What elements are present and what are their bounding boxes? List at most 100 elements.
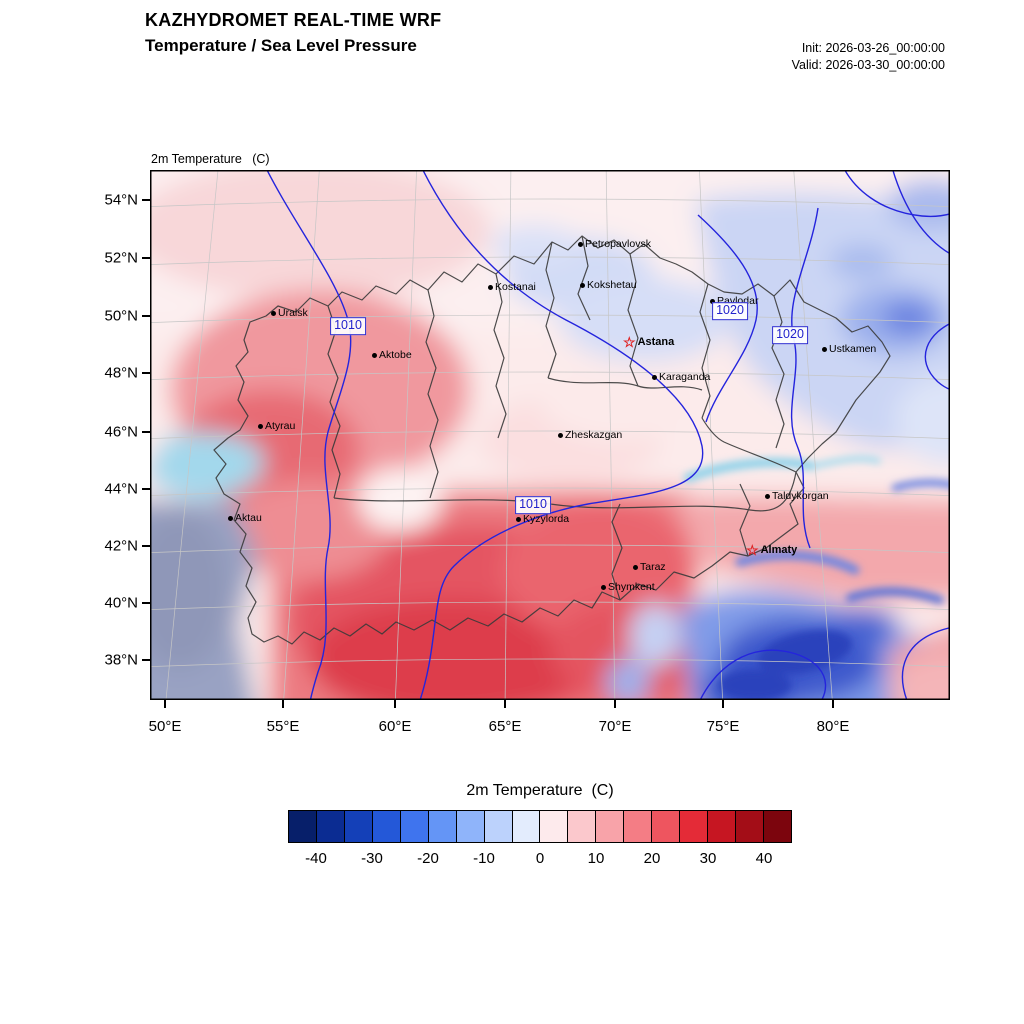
city-dot-icon <box>822 346 827 352</box>
colorbar-cell <box>652 811 681 842</box>
city-star-icon: ☆ <box>623 334 636 350</box>
lat-axis-label: 46°N <box>104 423 138 441</box>
city-dot-icon <box>601 584 606 590</box>
city-label: Ustkamen <box>829 343 877 355</box>
colorbar-tick-label: 30 <box>699 850 717 867</box>
city-star-icon: ☆ <box>746 542 759 558</box>
lat-axis-label: 42°N <box>104 537 138 555</box>
map-axes: 54°N 52°N 50°N 48°N 46°N 44°N 42°N 40°N 38°N 50°E… <box>104 170 950 736</box>
city-dot-icon <box>228 515 233 521</box>
lat-axis-label: 44°N <box>104 480 138 498</box>
colorbar-tick-label: -40 <box>305 850 327 867</box>
city-marker-almaty: ☆ Almaty <box>746 542 798 558</box>
colorbar-tick-label: -20 <box>417 850 439 867</box>
page-title: KAZHYDROMET REAL-TIME WRF <box>145 10 442 30</box>
lon-tickmark <box>504 700 506 708</box>
colorbar-tick-label: 10 <box>587 850 605 867</box>
init-time: Init: 2026-03-26_00:00:00 <box>801 41 945 55</box>
map: 54°N 52°N 50°N 48°N 46°N 44°N 42°N 40°N 38°N 50°E… <box>104 170 950 736</box>
city-label: Taraz <box>640 561 666 573</box>
city-label: Zheskazgan <box>565 429 623 441</box>
pressure-contour-label: 1010 <box>515 496 551 514</box>
lon-axis-label: 65°E <box>488 718 522 735</box>
colorbar-tick-label: -30 <box>361 850 383 867</box>
city-label: Astana <box>637 336 675 348</box>
city-label: Taldykorgan <box>772 490 829 502</box>
admin-borders <box>213 235 891 645</box>
lon-tickmark <box>614 700 616 708</box>
colorbar-cell <box>428 811 457 842</box>
city-marker-kostanai: Kostanai <box>488 281 536 293</box>
lat-axis-label: 48°N <box>104 364 138 382</box>
lat-axis-label: 52°N <box>104 249 138 267</box>
city-marker-aktau: Aktau <box>228 512 262 524</box>
city-marker-astana: ☆ Astana <box>623 334 675 350</box>
city-marker-uralsk: Uralsk <box>271 307 308 319</box>
lat-tickmark <box>142 372 150 374</box>
lat-tickmark <box>142 315 150 317</box>
city-label: Uralsk <box>278 307 308 319</box>
colorbar-cell <box>289 811 317 842</box>
city-dot-icon <box>372 352 377 358</box>
city-marker-ustkamen: Ustkamen <box>822 343 876 355</box>
city-marker-kokshetau: Kokshetau <box>580 279 637 291</box>
temperature-field <box>150 170 950 700</box>
lon-tickmark <box>832 700 834 708</box>
colorbar-cell <box>512 811 541 842</box>
lon-axis-label: 50°E <box>148 718 182 735</box>
lon-axis-label: 55°E <box>266 718 300 735</box>
city-dot-icon <box>652 374 657 380</box>
city-dot-icon <box>578 241 583 247</box>
lat-tickmark <box>142 199 150 201</box>
colorbar-cell <box>456 811 485 842</box>
city-label: Karaganda <box>659 371 711 383</box>
graticule <box>150 170 950 700</box>
city-label: Aktobe <box>379 349 412 361</box>
city-dot-icon <box>516 516 521 522</box>
city-label: Shymkent <box>608 581 655 593</box>
city-dot-icon <box>558 432 563 438</box>
city-marker-kyzylorda: Kyzylorda <box>516 513 569 525</box>
city-label: Kokshetau <box>587 279 637 291</box>
valid-time: Valid: 2026-03-30_00:00:00 <box>791 57 945 72</box>
city-label: Aktau <box>235 512 262 524</box>
lat-tickmark <box>142 545 150 547</box>
lon-tickmark <box>164 700 166 708</box>
colorbar-cell <box>596 811 625 842</box>
colorbar-cell <box>680 811 709 842</box>
lon-tickmark <box>722 700 724 708</box>
city-marker-atyrau: Atyrau <box>258 420 295 432</box>
city-dot-icon <box>710 298 715 304</box>
lat-tickmark <box>142 659 150 661</box>
colorbar-cell <box>624 811 653 842</box>
city-label: Almaty <box>760 544 798 556</box>
colorbar-tick-label: 20 <box>643 850 661 867</box>
model-times: Init: 2026-03-26_00:00:00 Valid: 2026-03… <box>792 40 945 74</box>
pressure-contour-label: 1010 <box>330 317 366 335</box>
lon-tickmark <box>282 700 284 708</box>
lon-axis-label: 70°E <box>598 718 632 735</box>
city-dot-icon <box>580 282 585 288</box>
colorbar-cells <box>288 810 792 843</box>
lon-axis-label: 80°E <box>816 718 850 735</box>
pressure-contour-label: 1020 <box>712 302 748 320</box>
pressure-contour-label: 1020 <box>772 326 808 344</box>
city-dot-icon <box>633 564 638 570</box>
map-frame <box>150 170 950 700</box>
lat-axis-label: 38°N <box>104 651 138 669</box>
lon-tickmark <box>394 700 396 708</box>
colorbar-tick-label: 0 <box>535 850 545 867</box>
lat-axis-label: 54°N <box>104 191 138 209</box>
colorbar: 2m Temperature (C) -40 -30 -20 -10 0 10 20 30 40 <box>288 782 792 872</box>
colorbar-cell <box>344 811 373 842</box>
colorbar-cell <box>763 811 791 842</box>
city-dot-icon <box>488 284 493 290</box>
field-label-temperature: 2m Temperature (C) <box>151 151 270 166</box>
city-label: Petropavlovsk <box>585 238 651 250</box>
colorbar-tick-label: 40 <box>755 850 773 867</box>
city-dot-icon <box>271 310 276 316</box>
city-marker-karaganda: Karaganda <box>652 371 710 383</box>
lat-tickmark <box>142 431 150 433</box>
weather-map-canvas <box>150 170 950 700</box>
